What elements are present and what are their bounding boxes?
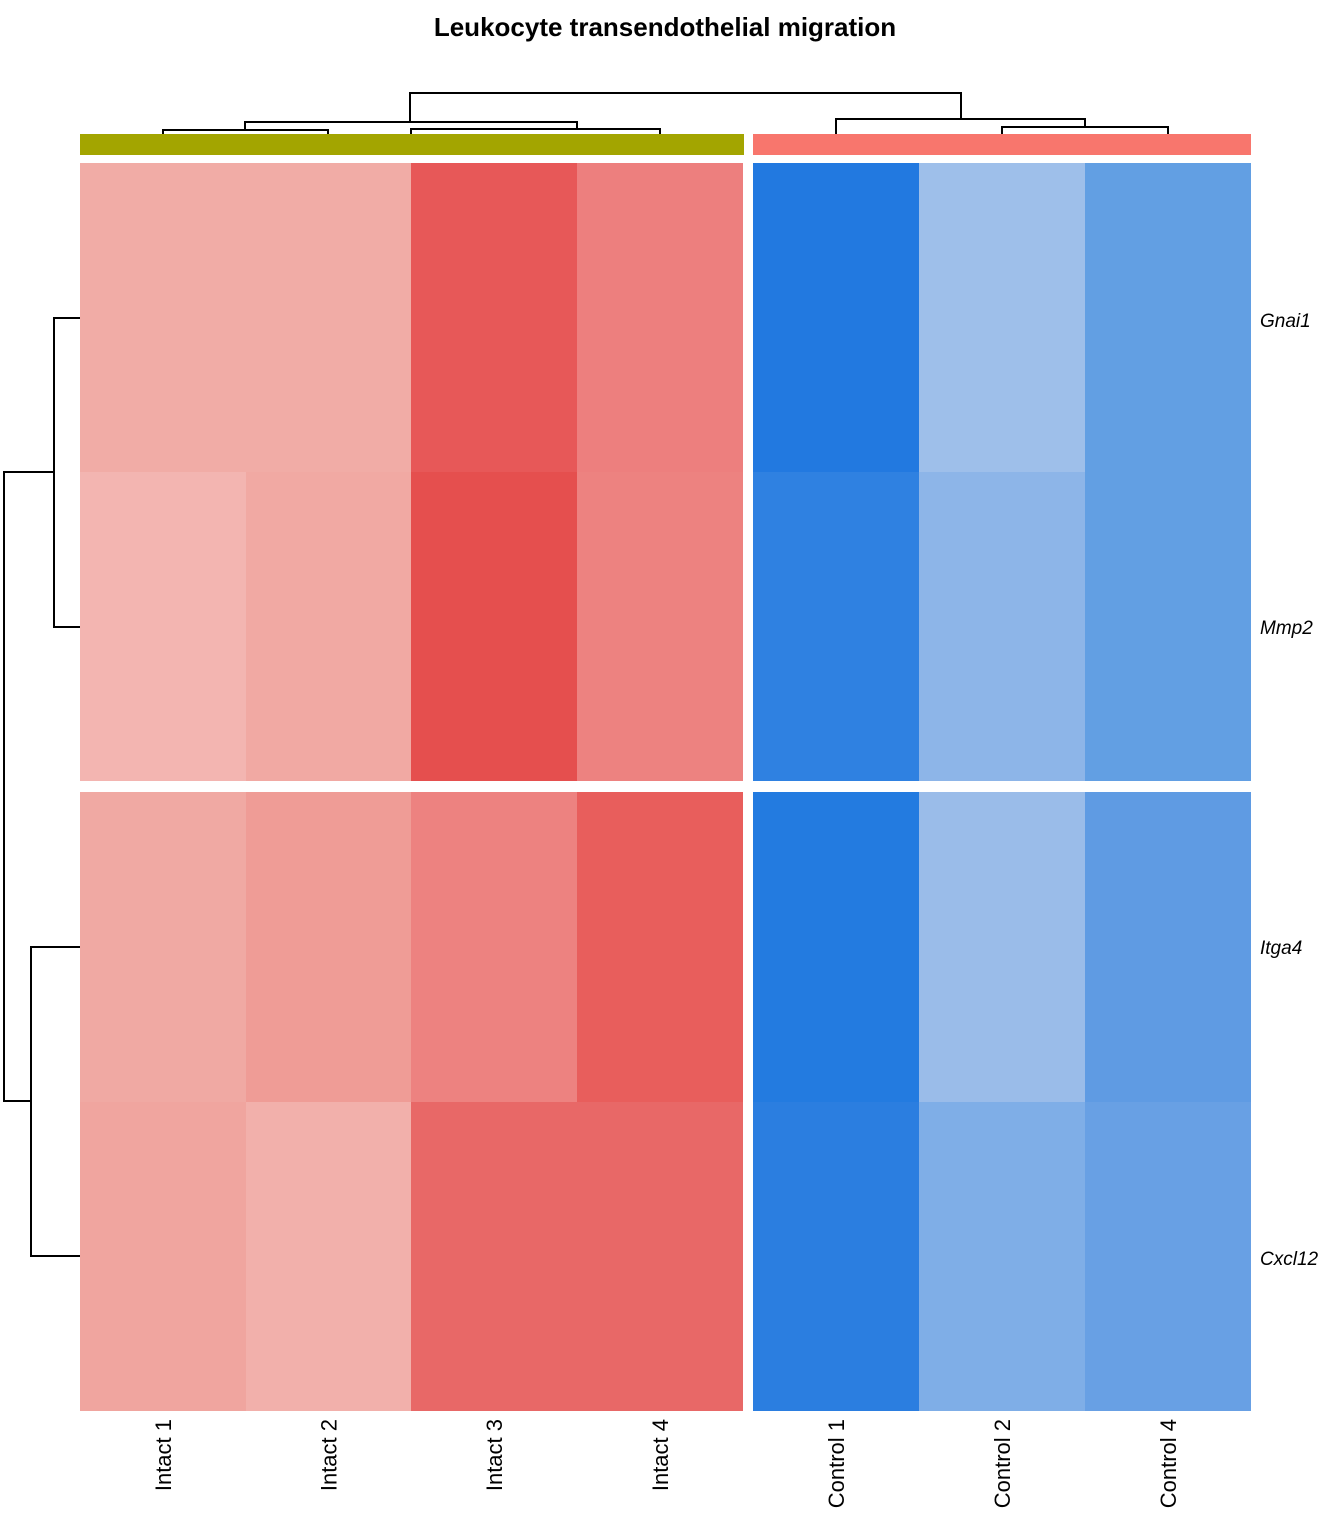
heatmap-cell-cxcl12-control-1 — [753, 1102, 919, 1411]
column-dendrogram-branch — [410, 128, 661, 134]
column-annotation-bar — [80, 134, 1251, 155]
heatmap-cell-cxcl12-intact-1 — [80, 1102, 246, 1411]
row-labels: Gnai1 Mmp2 Itga4 Cxcl12 — [1260, 311, 1319, 1270]
heatmap-cell-itga4-intact-2 — [246, 792, 411, 1102]
heatmap-cell-cxcl12-control-2 — [919, 1102, 1085, 1411]
column-dendrogram-branch — [162, 129, 329, 134]
column-label-intact-2: Intact 2 — [317, 1419, 342, 1491]
heatmap-cell-gnai1-control-2 — [919, 163, 1085, 472]
row-label-itga4: Itga4 — [1260, 938, 1302, 959]
row-label-mmp2: Mmp2 — [1260, 618, 1313, 639]
heatmap-cell-gnai1-intact-1 — [80, 163, 246, 472]
row-dendrogram-branch — [53, 317, 80, 628]
heatmap-cell-cxcl12-intact-2 — [246, 1102, 411, 1411]
annotation-group-1 — [80, 134, 744, 155]
heatmap-cell-mmp2-intact-3 — [411, 472, 577, 781]
heatmap-cells — [80, 163, 1251, 1411]
chart-title: Leukocyte transendothelial migration — [434, 12, 896, 42]
column-dendrogram-branch — [409, 92, 962, 122]
column-label-intact-1: Intact 1 — [151, 1419, 176, 1491]
row-dendrogram-branch — [3, 471, 54, 1102]
heatmap-cell-mmp2-control-2 — [919, 472, 1085, 781]
heatmap-cell-itga4-intact-4 — [577, 792, 743, 1102]
heatmap-cell-gnai1-control-4 — [1085, 163, 1251, 472]
heatmap-cell-mmp2-control-1 — [753, 472, 919, 781]
heatmap-cell-gnai1-intact-3 — [411, 163, 577, 472]
column-labels: Intact 1 Intact 2 Intact 3 Intact 4 Control … — [151, 1419, 1181, 1508]
heatmap-cell-mmp2-intact-4 — [577, 472, 743, 781]
heatmap-cell-gnai1-control-1 — [753, 163, 919, 472]
heatmap-cell-itga4-control-4 — [1085, 792, 1251, 1102]
heatmap-cell-cxcl12-intact-4 — [577, 1102, 743, 1411]
heatmap-cell-gnai1-intact-4 — [577, 163, 743, 472]
annotation-group-2 — [753, 134, 1251, 155]
column-label-intact-4: Intact 4 — [648, 1419, 673, 1491]
heatmap-cell-mmp2-intact-1 — [80, 472, 246, 781]
heatmap-cell-itga4-control-1 — [753, 792, 919, 1102]
heatmap-cell-cxcl12-intact-3 — [411, 1102, 577, 1411]
heatmap-cell-itga4-control-2 — [919, 792, 1085, 1102]
heatmap-cell-mmp2-control-4 — [1085, 472, 1251, 781]
row-label-cxcl12: Cxcl12 — [1260, 1249, 1319, 1270]
column-label-control-2: Control 2 — [990, 1419, 1015, 1508]
column-label-control-1: Control 1 — [824, 1419, 849, 1508]
column-label-control-4: Control 4 — [1156, 1419, 1181, 1508]
heatmap-cell-itga4-intact-1 — [80, 792, 246, 1102]
heatmap-cell-gnai1-intact-2 — [246, 163, 411, 472]
column-dendrogram — [162, 92, 1169, 134]
heatmap-cell-mmp2-intact-2 — [246, 472, 411, 781]
heatmap-cell-cxcl12-control-4 — [1085, 1102, 1251, 1411]
heatmap-cell-itga4-intact-3 — [411, 792, 577, 1102]
row-label-gnai1: Gnai1 — [1260, 311, 1311, 332]
row-dendrogram-branch — [30, 946, 80, 1257]
row-dendrogram — [3, 317, 80, 1257]
column-label-intact-3: Intact 3 — [482, 1419, 507, 1491]
column-dendrogram-branch — [1001, 126, 1169, 134]
